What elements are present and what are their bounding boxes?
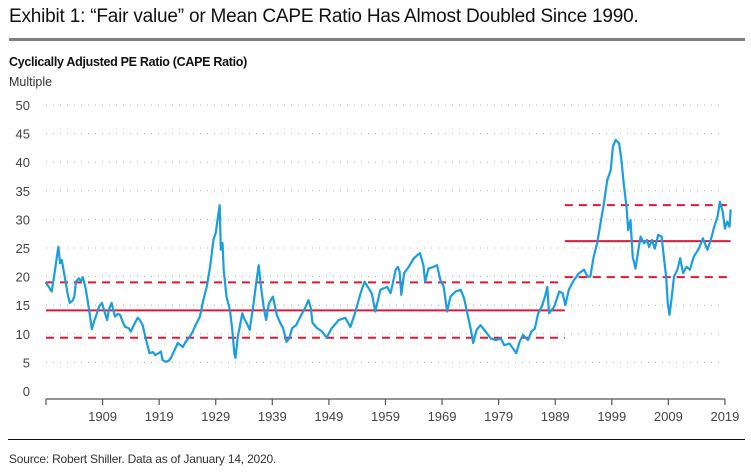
x-tick-label: 1989 <box>541 409 570 424</box>
y-tick-label: 30 <box>16 212 30 227</box>
series-group <box>44 138 732 363</box>
title-divider <box>9 38 745 41</box>
y-tick-label: 0 <box>23 384 30 399</box>
footer-divider <box>8 439 745 440</box>
x-tick-label: 1909 <box>88 409 117 424</box>
source-note: Source: Robert Shiller. Data as of Janua… <box>9 452 277 466</box>
x-tick-label: 1929 <box>201 409 230 424</box>
exhibit-title: Exhibit 1: “Fair value” or Mean CAPE Rat… <box>9 6 639 27</box>
gridlines <box>46 104 725 363</box>
x-tick-label: 1949 <box>314 409 343 424</box>
y-tick-label: 45 <box>16 127 30 142</box>
y-tick-label: 10 <box>16 327 30 342</box>
cape-ratio-series-line <box>44 138 732 363</box>
cape-chart: 0 5 10 15 20 25 30 35 40 45 50 1909 1919 1929 1939 194… <box>16 98 740 424</box>
y-tick-label: 50 <box>16 98 30 113</box>
y-axis: 0 5 10 15 20 25 30 35 40 45 50 <box>16 98 30 399</box>
x-axis: 1909 1919 1929 1939 1949 1959 1969 1979 1989 1999… <box>45 398 739 424</box>
y-tick-label: 40 <box>16 155 30 170</box>
x-tick-label: 1959 <box>371 409 400 424</box>
y-tick-label: 20 <box>16 270 30 285</box>
chart-title: Cyclically Adjusted PE Ratio (CAPE Ratio… <box>9 55 247 69</box>
y-tick-label: 25 <box>16 241 30 256</box>
x-tick-label: 2009 <box>654 409 683 424</box>
y-tick-label: 15 <box>16 298 30 313</box>
x-tick-label: 1999 <box>597 409 626 424</box>
x-tick-label: 1919 <box>145 409 174 424</box>
y-axis-unit-label: Multiple <box>9 75 53 89</box>
x-tick-label: 2019 <box>710 409 739 424</box>
y-tick-label: 35 <box>16 184 30 199</box>
y-tick-label: 5 <box>23 355 30 370</box>
x-tick-label: 1969 <box>428 409 457 424</box>
x-tick-label: 1979 <box>484 409 513 424</box>
x-tick-label: 1939 <box>258 409 287 424</box>
